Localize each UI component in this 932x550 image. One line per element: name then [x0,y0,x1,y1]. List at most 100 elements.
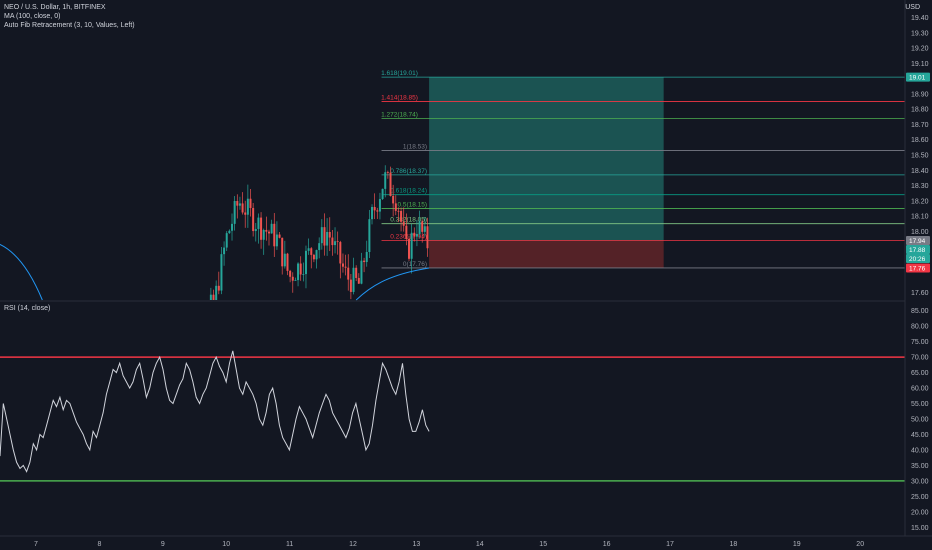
candle-body [339,242,342,264]
candle-body [413,232,416,237]
rsi-tick-label: 40.00 [911,447,929,454]
candle-body [386,172,389,174]
candle-body [294,280,297,281]
candle-body [215,285,218,300]
fib-indicator-label[interactable]: Auto Fib Retracement (3, 10, Values, Lef… [4,22,135,29]
price-badges: 19.01 17.94 17.88 20:26 17.76 [906,72,930,273]
candle-body [246,198,249,215]
candle-body [402,221,405,226]
candle-body [389,172,392,196]
candle-body [363,260,366,263]
candle-body [376,210,379,212]
candle-body [365,252,368,263]
candle-body [275,234,278,247]
candle-body [252,207,255,232]
candle-body [405,225,408,239]
time-tick-label: 8 [97,541,101,548]
price-badge-label: 19.01 [909,75,926,82]
candle-body [368,219,371,253]
rsi-tick-label: 80.00 [911,324,929,331]
stop-zone[interactable] [429,240,664,268]
price-badge-label: 17.94 [909,238,926,245]
price-badge [906,72,930,82]
candle-body [260,217,263,240]
candle-body [257,217,260,229]
rsi-tick-label: 20.00 [911,509,929,516]
candle-body [223,247,226,255]
price-tick-label: 18.20 [911,198,929,205]
fib-retracement[interactable]: 1.618(19.01) 1.414(18.85) 1.272(18.74) 1(18… [381,70,905,269]
fib-level-label: 1.414(18.85) [381,95,418,102]
candle-body [336,241,339,243]
candle-body [273,223,276,247]
candle-body [244,212,247,215]
candle-body [304,250,307,275]
price-tick-label: 18.70 [911,122,929,129]
candle-body [320,227,323,244]
price-candles [209,165,429,300]
candle-body [241,203,244,213]
rsi-tick-label: 25.00 [911,494,929,501]
price-tick-label: 17.60 [911,290,929,297]
candle-body [312,254,315,260]
candle-body [302,274,305,275]
candle-body [394,203,397,211]
candle-body [326,231,329,246]
rsi-axis[interactable]: 85.00 80.00 75.00 70.00 65.00 60.00 55.00 50.00… [911,308,929,532]
price-badge [906,253,930,263]
fib-level-label: 0.382(18.05) [390,217,427,224]
rsi-indicator-label[interactable]: RSI (14, close) [4,305,51,312]
position-zones[interactable] [429,77,664,268]
candle-body [344,266,347,268]
time-tick-label: 20 [856,541,864,548]
price-tick-label: 19.10 [911,61,929,68]
candle-body [310,248,313,255]
candle-body [373,206,376,211]
time-tick-label: 14 [476,541,484,548]
rsi-tick-label: 30.00 [911,478,929,485]
price-tick-label: 18.40 [911,168,929,175]
price-badge-label: 20:26 [909,256,926,263]
ma-indicator-label[interactable]: MA (100, close, 0) [4,13,61,20]
rsi-tick-label: 65.00 [911,370,929,377]
time-axis[interactable]: 7 8 9 10 11 12 13 14 15 16 17 18 19 20 [34,541,864,548]
candle-body [265,229,268,232]
candle-body [355,267,358,278]
candle-body [220,254,223,291]
price-axis[interactable]: 19.40 19.30 19.20 19.10 18.90 18.80 18.70 18.60… [911,15,929,297]
fib-level-label: 0.618(18.24) [390,188,427,195]
candle-body [283,253,286,267]
candle-body [415,233,418,237]
candle-body [357,277,360,284]
candle-body [378,199,381,212]
candle-body [423,226,426,232]
price-tick-label: 19.40 [911,15,929,22]
candle-body [334,241,337,246]
rsi-tick-label: 70.00 [911,355,929,362]
candle-body [315,250,318,260]
candle-body [278,234,281,238]
time-tick-label: 12 [349,541,357,548]
rsi-tick-label: 15.00 [911,525,929,532]
symbol-title[interactable]: NEO / U.S. Dollar, 1h, BITFINEX [4,4,106,11]
candle-body [291,276,294,281]
candle-body [331,237,334,246]
candle-body [352,267,355,292]
time-tick-label: 18 [730,541,738,548]
price-tick-label: 18.60 [911,137,929,144]
price-tick-label: 19.20 [911,46,929,53]
candle-body [249,198,252,208]
candle-body [421,221,424,232]
time-tick-label: 13 [413,541,421,548]
candle-body [262,229,265,240]
candle-body [289,270,292,277]
candle-body [228,230,231,234]
candle-body [347,267,350,280]
price-badge-label: 17.76 [909,265,926,272]
rsi-tick-label: 55.00 [911,401,929,408]
time-tick-label: 9 [161,541,165,548]
time-tick-label: 15 [539,541,547,548]
target-zone[interactable] [429,77,664,241]
candle-body [286,253,289,271]
